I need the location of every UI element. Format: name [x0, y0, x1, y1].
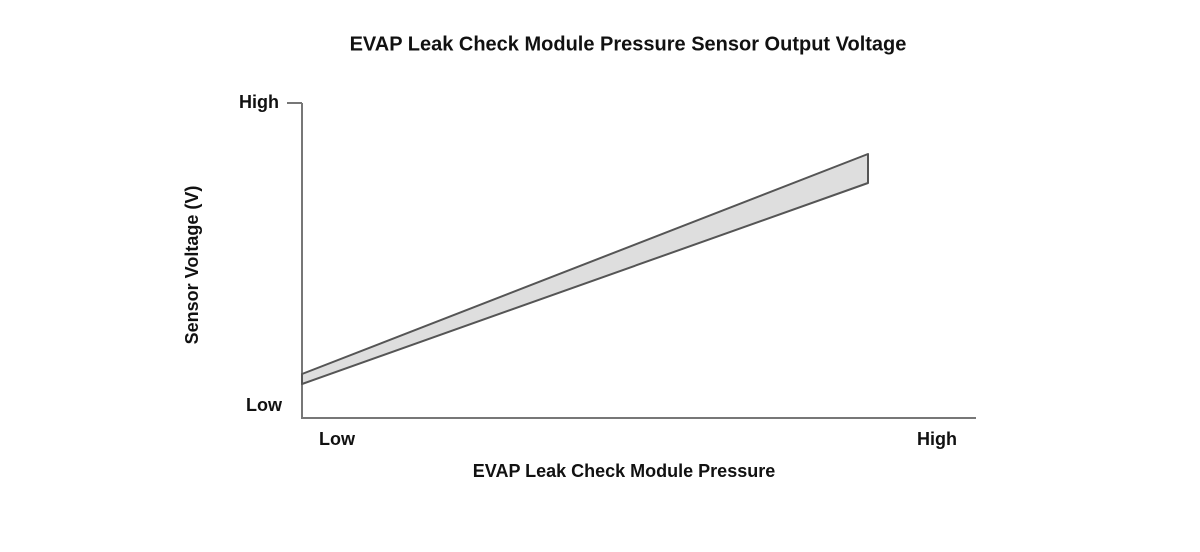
title: EVAP Leak Check Module Pressure Sensor O… [350, 33, 907, 55]
x-low-label: Low [319, 429, 356, 449]
y-high-label: High [239, 92, 279, 112]
y-low-label: Low [246, 395, 283, 415]
output-band [301, 153, 869, 385]
x-axis-title: EVAP Leak Check Module Pressure [473, 461, 775, 481]
x-high-label: High [917, 429, 957, 449]
y-axis-title: Sensor Voltage (V) [182, 186, 202, 345]
